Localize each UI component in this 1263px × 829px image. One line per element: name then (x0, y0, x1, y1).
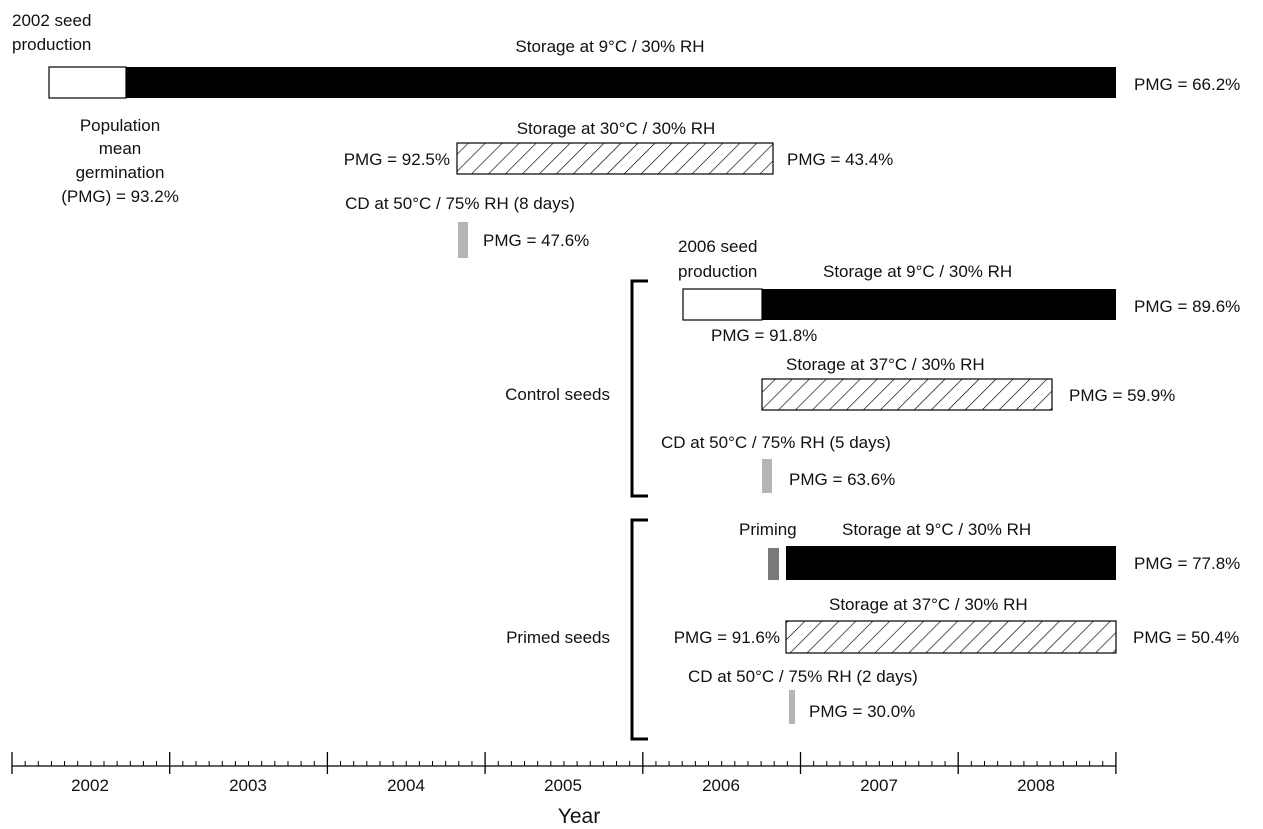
label-storage-9c-top: Storage at 9°C / 30% RH (515, 37, 705, 56)
label-pmg-92-5: PMG = 92.5% (343, 150, 450, 169)
bar-storage-30c (456, 142, 774, 175)
label-pmg-30-0: PMG = 30.0% (809, 702, 916, 721)
axis-title-year: Year (557, 805, 601, 828)
label-pmg-93-2: (PMG) = 93.2% (61, 187, 179, 206)
bar-control-storage-37c (761, 378, 1053, 411)
bar-2006-production (682, 288, 763, 321)
label-pmg-43-4: PMG = 43.4% (787, 150, 894, 169)
label-pmg-77-8: PMG = 77.8% (1134, 554, 1241, 573)
label-pmg-66-2: PMG = 66.2% (1134, 75, 1241, 94)
bar-cd-8-days (458, 222, 468, 258)
label-primed-seeds: Primed seeds (506, 628, 610, 647)
label-priming: Priming (739, 520, 797, 539)
label-storage-37c-mid: Storage at 37°C / 30% RH (786, 355, 985, 374)
label-population: Population (79, 116, 161, 135)
label-2002-seed: 2002 seed (12, 11, 92, 30)
year-label-2003: 2003 (229, 776, 267, 795)
label-control-seeds: Control seeds (505, 385, 610, 404)
label-cd-5-days: CD at 50°C / 75% RH (5 days) (661, 433, 891, 452)
label-pmg-47-6: PMG = 47.6% (483, 231, 590, 250)
bracket-control-seeds (630, 279, 648, 498)
year-label-2008: 2008 (1017, 776, 1055, 795)
label-storage-30c: Storage at 30°C / 30% RH (516, 119, 716, 138)
label-2006-production: production (678, 262, 758, 281)
label-pmg-91-8: PMG = 91.8% (711, 326, 818, 345)
label-pmg-59-9: PMG = 59.9% (1069, 386, 1176, 405)
year-label-2004: 2004 (387, 776, 425, 795)
time-axis (11, 752, 1117, 774)
label-storage-37c-low: Storage at 37°C / 30% RH (829, 595, 1028, 614)
label-germination: germination (75, 163, 165, 182)
label-pmg-91-6: PMG = 91.6% (673, 628, 780, 647)
label-cd-8-days: CD at 50°C / 75% RH (8 days) (345, 194, 575, 213)
label-2002-production: production (12, 35, 92, 54)
year-label-2002: 2002 (71, 776, 109, 795)
label-cd-2-days: CD at 50°C / 75% RH (2 days) (688, 667, 918, 686)
label-mean: mean (98, 139, 142, 158)
bar-priming (768, 548, 779, 580)
label-pmg-89-6: PMG = 89.6% (1134, 297, 1241, 316)
label-pmg-63-6: PMG = 63.6% (789, 470, 896, 489)
year-label-2007: 2007 (860, 776, 898, 795)
bracket-primed-seeds (630, 518, 648, 741)
bar-cd-2-days (789, 690, 795, 724)
year-label-2006: 2006 (702, 776, 740, 795)
label-storage-9c-low: Storage at 9°C / 30% RH (842, 520, 1032, 539)
bar-primed-storage-37c (785, 620, 1117, 654)
bar-cd-5-days (762, 459, 772, 493)
bar-2002-storage-9c (126, 67, 1116, 98)
bar-primed-storage-9c (786, 546, 1116, 580)
label-storage-9c-mid: Storage at 9°C / 30% RH (823, 262, 1013, 281)
bar-2002-production (48, 66, 127, 99)
label-2006-seed: 2006 seed (678, 237, 758, 256)
year-label-2005: 2005 (544, 776, 582, 795)
bar-2006-storage-9c (762, 289, 1116, 320)
label-pmg-50-4: PMG = 50.4% (1133, 628, 1240, 647)
